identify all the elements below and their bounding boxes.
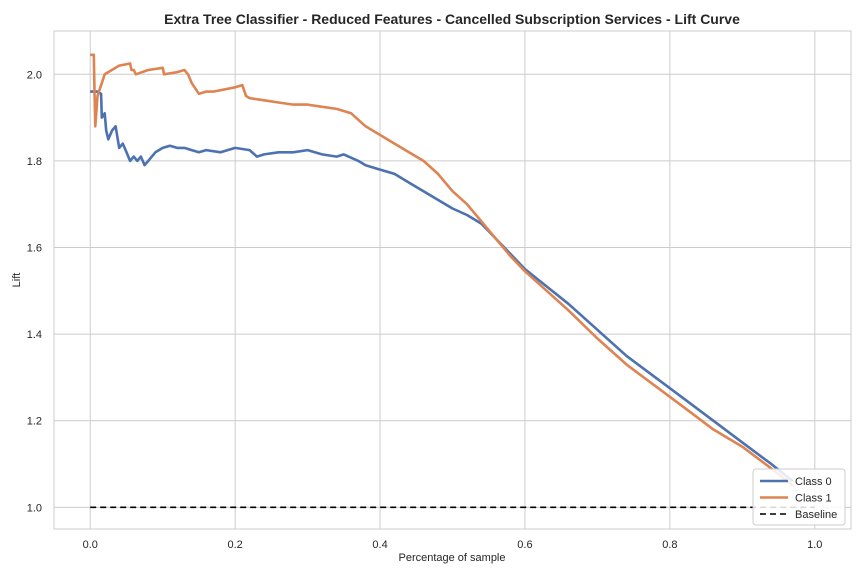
chart-title: Extra Tree Classifier - Reduced Features… bbox=[164, 11, 740, 27]
y-axis-label: Lift bbox=[11, 273, 23, 288]
y-tick-label: 1.0 bbox=[27, 502, 42, 514]
x-tick-label: 1.0 bbox=[807, 539, 822, 551]
series-line-class-1 bbox=[90, 53, 794, 487]
series-line-class-0 bbox=[90, 90, 794, 483]
x-tick-label: 0.6 bbox=[517, 539, 532, 551]
x-tick-label: 0.0 bbox=[83, 539, 98, 551]
legend: Class 0 Class 1 Baseline bbox=[752, 468, 846, 526]
plot-area bbox=[53, 30, 852, 530]
y-tick-label: 1.6 bbox=[27, 243, 42, 255]
legend-label-class-0: Class 0 bbox=[795, 476, 832, 488]
x-tick-label: 0.2 bbox=[227, 539, 242, 551]
x-tick-label: 0.4 bbox=[372, 539, 387, 551]
legend-box bbox=[752, 468, 846, 526]
grid-lines bbox=[54, 31, 851, 529]
y-tick-label: 2.0 bbox=[27, 69, 42, 81]
x-tick-label: 0.8 bbox=[662, 539, 677, 551]
series-lines bbox=[90, 53, 815, 509]
y-tick-label: 1.2 bbox=[27, 416, 42, 428]
y-tick-label: 1.4 bbox=[27, 329, 42, 341]
legend-label-baseline: Baseline bbox=[795, 509, 837, 521]
legend-label-class-1: Class 1 bbox=[795, 493, 832, 505]
x-axis-ticks: 0.0 0.2 0.4 0.6 0.8 1.0 bbox=[83, 539, 823, 551]
y-tick-label: 1.8 bbox=[27, 156, 42, 168]
y-axis-ticks: 1.0 1.2 1.4 1.6 1.8 2.0 bbox=[27, 69, 42, 514]
x-axis-label: Percentage of sample bbox=[398, 552, 505, 564]
